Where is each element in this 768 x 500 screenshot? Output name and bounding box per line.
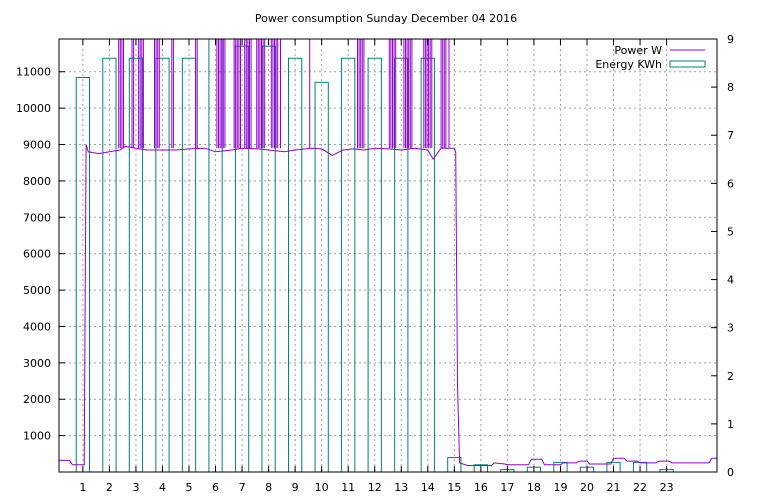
- legend: Power W Energy KWh: [595, 44, 706, 71]
- x-tick-label: 21: [607, 481, 621, 494]
- x-tick-label: 7: [239, 481, 246, 494]
- x-tick-label: 3: [132, 481, 139, 494]
- power-spike-cluster: [440, 39, 447, 149]
- power-spike-cluster: [233, 39, 241, 149]
- y-left-tick-label: 2000: [23, 393, 51, 406]
- power-series-line: [59, 144, 717, 466]
- y-right-tick-label: 4: [727, 274, 734, 287]
- power-spike-cluster: [423, 39, 433, 149]
- y-right-tick-label: 1: [727, 418, 734, 431]
- power-spike-cluster: [138, 39, 144, 149]
- x-tick-label: 19: [553, 481, 567, 494]
- x-tick-label: 11: [341, 481, 355, 494]
- grid: [59, 39, 717, 472]
- y-left-tick-label: 4000: [23, 320, 51, 333]
- x-tick-label: 8: [265, 481, 272, 494]
- y-right-tick-label: 9: [727, 33, 734, 46]
- power-spike-cluster: [256, 39, 266, 149]
- chart-title: Power consumption Sunday December 04 201…: [255, 12, 517, 25]
- y-right-tick-label: 6: [727, 177, 734, 190]
- x-tick-label: 17: [500, 481, 514, 494]
- y-left-tick-label: 7000: [23, 211, 51, 224]
- x-tick-label: 14: [421, 481, 435, 494]
- axes: 1 2 3 4 5 6 7 8 9 10 11 12 13 14 15 16 17 18 19 20 21 22 23100…: [16, 33, 734, 494]
- x-tick-label: 5: [186, 481, 193, 494]
- power-spike-cluster: [154, 39, 160, 149]
- power-spike-cluster: [270, 39, 279, 149]
- x-tick-label: 6: [212, 481, 219, 494]
- y-right-tick-label: 2: [727, 370, 734, 383]
- power-line: [59, 39, 717, 466]
- power-spike-cluster: [195, 39, 198, 149]
- x-tick-label: 18: [527, 481, 541, 494]
- x-tick-label: 13: [394, 481, 408, 494]
- y-left-tick-label: 5000: [23, 284, 51, 297]
- power-spike-cluster: [388, 39, 397, 149]
- y-right-tick-label: 8: [727, 81, 734, 94]
- y-left-tick-label: 3000: [23, 357, 51, 370]
- x-tick-label: 15: [447, 481, 461, 494]
- y-right-tick-label: 7: [727, 129, 734, 142]
- power-spike-cluster: [118, 39, 124, 149]
- power-spike-cluster: [131, 39, 135, 149]
- x-tick-label: 16: [474, 481, 488, 494]
- y-left-tick-label: 6000: [23, 248, 51, 261]
- y-right-tick-label: 0: [727, 466, 734, 479]
- x-tick-label: 9: [292, 481, 299, 494]
- x-tick-label: 22: [633, 481, 647, 494]
- y-right-tick-label: 3: [727, 322, 734, 335]
- y-left-tick-label: 11000: [16, 66, 51, 79]
- legend-label-power: Power W: [614, 44, 662, 57]
- x-tick-label: 1: [79, 481, 86, 494]
- power-spike-cluster: [357, 39, 365, 149]
- power-spike-cluster: [171, 39, 174, 149]
- y-left-tick-label: 10000: [16, 102, 51, 115]
- power-spike-cluster: [403, 39, 413, 149]
- legend-label-energy: Energy KWh: [595, 58, 662, 71]
- x-tick-label: 23: [660, 481, 674, 494]
- x-tick-label: 12: [368, 481, 382, 494]
- x-tick-label: 2: [106, 481, 113, 494]
- y-left-tick-label: 8000: [23, 175, 51, 188]
- legend-swatch-energy: [669, 60, 706, 68]
- x-tick-label: 20: [580, 481, 594, 494]
- x-tick-label: 4: [159, 481, 166, 494]
- y-right-tick-label: 5: [727, 225, 734, 238]
- power-spike-cluster: [216, 39, 226, 149]
- y-left-tick-label: 1000: [23, 430, 51, 443]
- x-tick-label: 10: [315, 481, 329, 494]
- y-left-tick-label: 9000: [23, 139, 51, 152]
- plot-frame: [58, 38, 718, 473]
- power-spike-cluster: [244, 39, 252, 149]
